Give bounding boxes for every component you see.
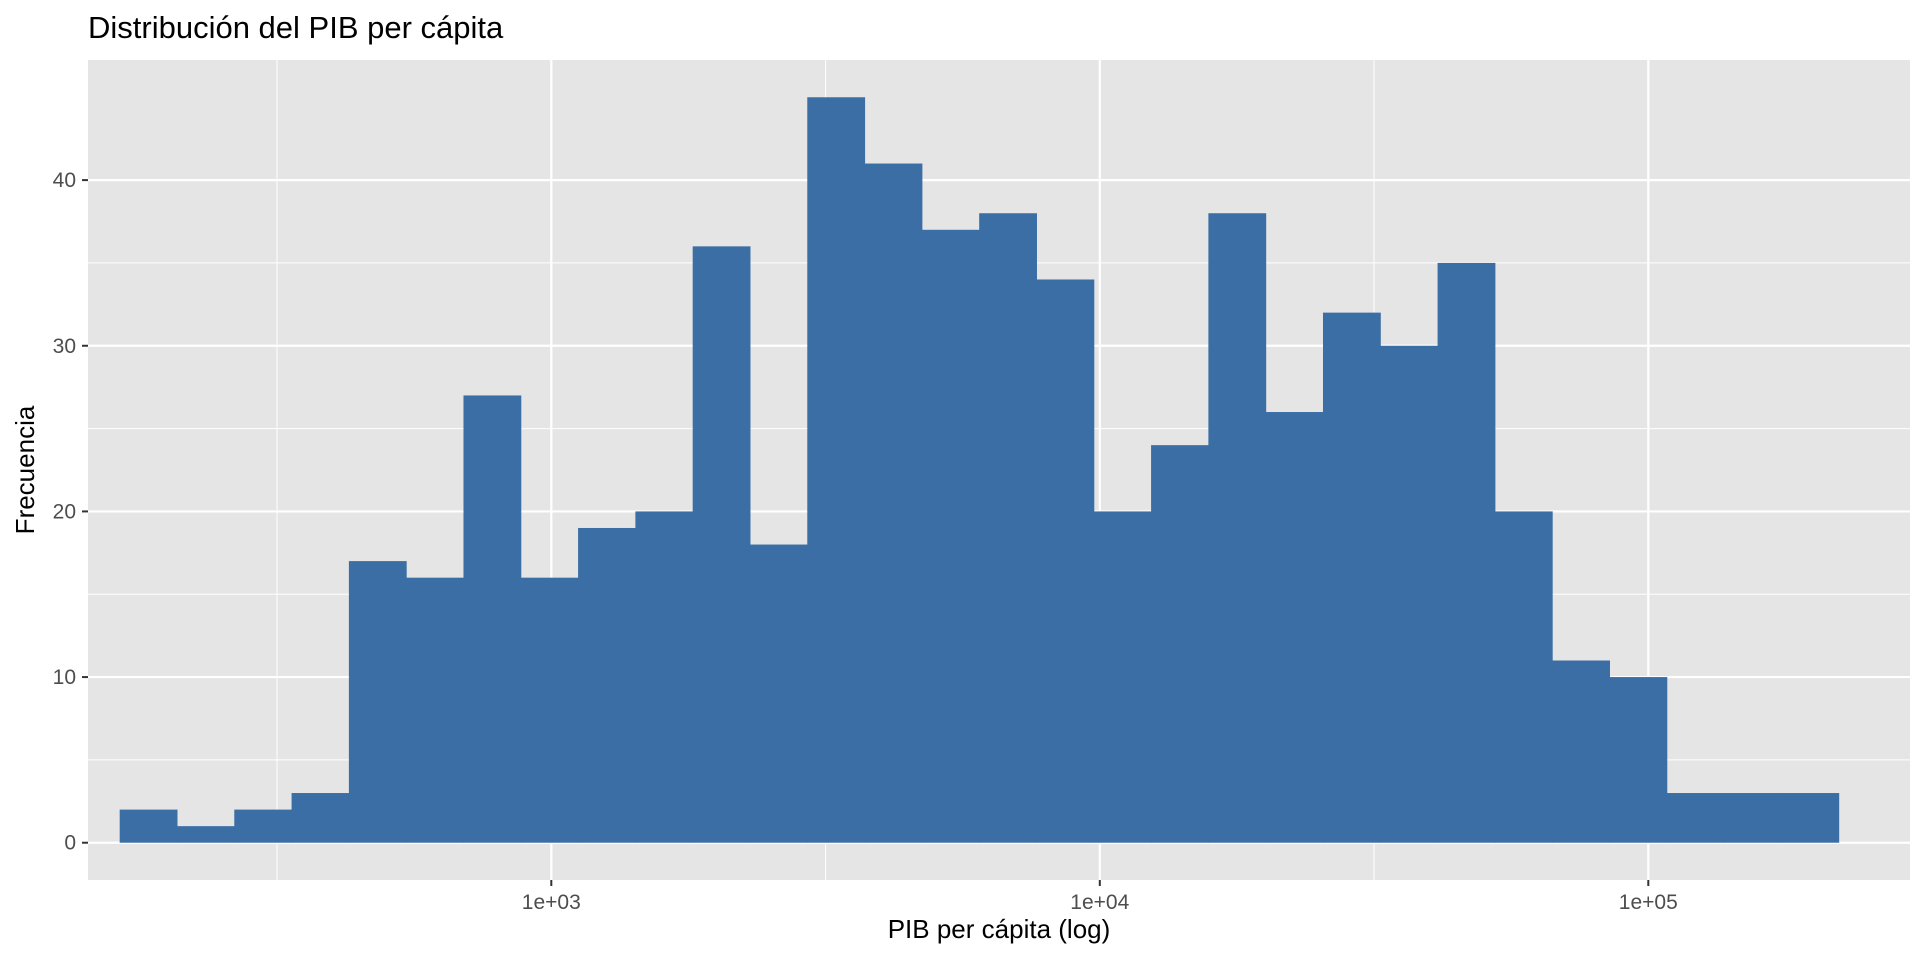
histogram-bar — [119, 809, 178, 843]
histogram-bar — [1208, 213, 1267, 843]
histogram-bar — [1781, 793, 1840, 843]
histogram-bar — [1494, 511, 1553, 843]
histogram-bar — [635, 511, 694, 843]
histogram-bar — [1322, 312, 1381, 843]
histogram-bar — [463, 395, 522, 843]
histogram-bar — [692, 246, 751, 843]
x-tick-label: 1e+04 — [1070, 891, 1129, 914]
histogram-bar — [348, 561, 407, 843]
y-axis: 0 10 20 30 40 — [53, 169, 88, 855]
histogram-bar — [1437, 262, 1496, 843]
histogram-bar — [864, 163, 923, 843]
histogram-bar — [234, 809, 293, 843]
histogram-bar — [406, 577, 464, 843]
y-tick-label: 0 — [64, 832, 76, 855]
x-axis: 1e+03 1e+04 1e+05 — [522, 880, 1678, 914]
histogram-bar — [176, 826, 235, 843]
chart-title: Distribución del PIB per cápita — [88, 10, 504, 45]
histogram-bar — [1609, 677, 1668, 843]
histogram-bar — [1036, 279, 1095, 843]
x-tick-label: 1e+05 — [1619, 891, 1678, 914]
histogram-bar — [1666, 793, 1725, 843]
y-tick-label: 30 — [53, 335, 76, 358]
histogram-bar — [578, 527, 636, 843]
histogram-bar — [979, 213, 1037, 843]
x-axis-title: PIB per cápita (log) — [888, 914, 1111, 944]
histogram-bar — [1151, 445, 1209, 843]
y-tick-label: 20 — [53, 500, 76, 523]
histogram-bar — [1380, 345, 1439, 843]
histogram-bars — [119, 97, 1840, 843]
histogram-bar — [749, 544, 808, 843]
histogram-bar — [1265, 412, 1324, 843]
y-axis-title: Frecuencia — [10, 405, 40, 534]
histogram-bar — [1724, 793, 1782, 843]
histogram-bar — [1552, 660, 1610, 843]
y-tick-label: 40 — [53, 169, 76, 192]
histogram-bar — [1093, 511, 1152, 843]
histogram-bar — [807, 97, 866, 843]
x-tick-label: 1e+03 — [522, 891, 581, 914]
histogram-bar — [291, 793, 350, 843]
y-tick-label: 10 — [53, 666, 76, 689]
histogram-bar — [520, 577, 579, 843]
histogram-bar — [921, 229, 980, 843]
